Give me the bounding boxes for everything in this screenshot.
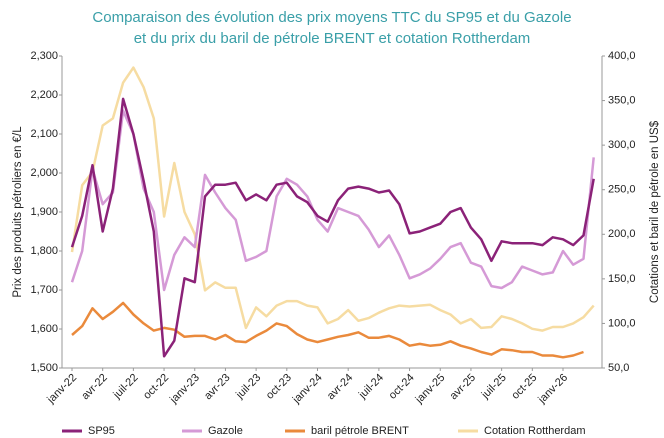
y2-tick-label: 200,0 xyxy=(608,228,636,240)
legend-label: Cotation Rottherdam xyxy=(484,425,586,437)
y-tick-label: 1,500 xyxy=(30,362,58,374)
chart-title: et du prix du baril de pétrole BRENT et … xyxy=(134,30,531,47)
x-tick-label: juil-23 xyxy=(233,372,263,402)
y-tick-label: 2,300 xyxy=(30,50,58,62)
series-line xyxy=(71,301,584,359)
x-tick-label: janv-25 xyxy=(413,372,448,407)
y-tick-label: 1,600 xyxy=(30,323,58,335)
x-tick-label: avr-22 xyxy=(79,372,110,403)
legend-label: SP95 xyxy=(88,425,115,437)
y2-tick-label: 400,0 xyxy=(608,50,636,62)
x-tick-label: janv-26 xyxy=(535,372,570,407)
y2-tick-label: 100,0 xyxy=(608,317,636,329)
y-tick-label: 1,700 xyxy=(30,284,58,296)
series-line xyxy=(70,66,595,332)
legend-label: baril pétrole BRENT xyxy=(311,425,409,437)
series-line xyxy=(70,109,595,292)
y-tick-label: 2,000 xyxy=(30,167,58,179)
y-axis-title: Prix des produits pétroliers en €/L xyxy=(12,126,24,298)
x-tick-label: avr-25 xyxy=(448,372,479,403)
y2-tick-label: 150,0 xyxy=(608,273,636,285)
series-line xyxy=(70,97,595,358)
y2-tick-label: 300,0 xyxy=(608,139,636,151)
x-tick-label: janv-24 xyxy=(290,372,325,407)
y2-tick-label: 50,0 xyxy=(608,362,629,374)
x-tick-label: janv-23 xyxy=(167,372,202,407)
y2-axis-title: Cotations et baril de pétrole en US$ xyxy=(649,120,661,303)
y-tick-label: 1,800 xyxy=(30,245,58,257)
x-tick-label: juil-24 xyxy=(356,372,386,402)
y-tick-label: 2,200 xyxy=(30,89,58,101)
y-tick-label: 2,100 xyxy=(30,128,58,140)
x-tick-label: janv-22 xyxy=(44,372,79,407)
x-tick-label: juil-25 xyxy=(479,372,509,402)
y2-tick-label: 350,0 xyxy=(608,94,636,106)
x-tick-label: avr-24 xyxy=(325,372,356,403)
y2-tick-label: 250,0 xyxy=(608,184,636,196)
x-tick-label: juil-22 xyxy=(111,372,141,402)
legend-label: Gazole xyxy=(208,425,243,437)
chart-title: Comparaison des évolution des prix moyen… xyxy=(92,9,571,26)
x-tick-label: avr-23 xyxy=(202,372,233,403)
y-tick-label: 1,900 xyxy=(30,206,58,218)
